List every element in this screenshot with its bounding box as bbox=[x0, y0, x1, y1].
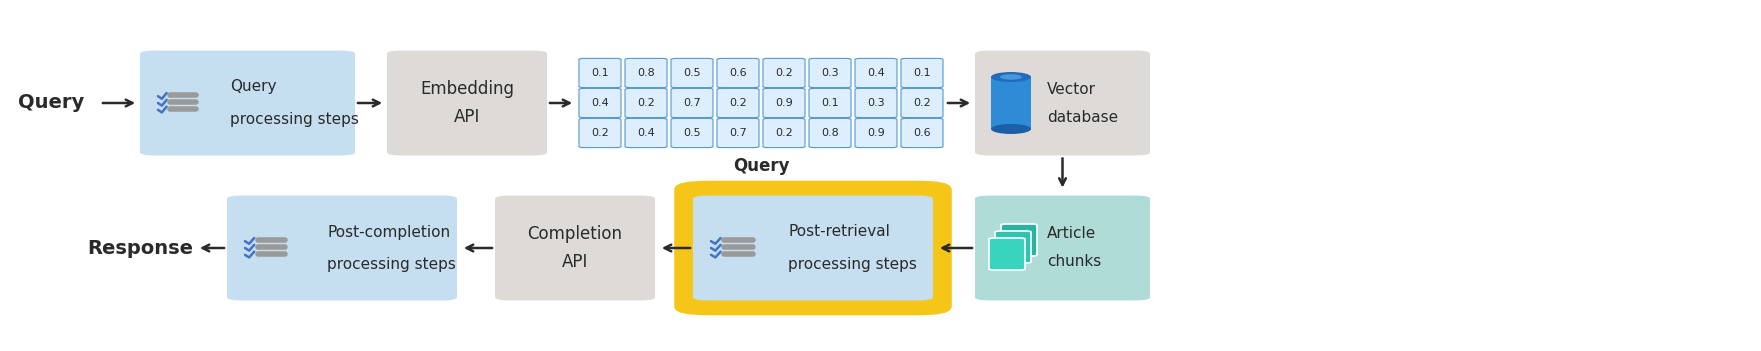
FancyBboxPatch shape bbox=[976, 51, 1150, 155]
Text: 0.1: 0.1 bbox=[914, 68, 932, 78]
FancyBboxPatch shape bbox=[990, 238, 1025, 270]
FancyBboxPatch shape bbox=[671, 58, 713, 88]
FancyBboxPatch shape bbox=[387, 51, 548, 155]
FancyBboxPatch shape bbox=[676, 184, 949, 312]
Ellipse shape bbox=[991, 124, 1030, 134]
Text: processing steps: processing steps bbox=[328, 257, 456, 272]
FancyBboxPatch shape bbox=[808, 118, 851, 148]
FancyBboxPatch shape bbox=[856, 88, 896, 118]
Text: Query: Query bbox=[231, 79, 276, 94]
FancyBboxPatch shape bbox=[856, 58, 896, 88]
Text: 0.7: 0.7 bbox=[729, 128, 747, 138]
FancyBboxPatch shape bbox=[763, 88, 805, 118]
Text: 0.2: 0.2 bbox=[775, 128, 792, 138]
FancyBboxPatch shape bbox=[976, 196, 1150, 300]
FancyBboxPatch shape bbox=[856, 118, 896, 148]
Text: 0.5: 0.5 bbox=[683, 68, 701, 78]
Text: Query: Query bbox=[733, 157, 789, 175]
Text: 0.4: 0.4 bbox=[592, 98, 609, 108]
Text: 0.8: 0.8 bbox=[821, 128, 838, 138]
Text: 0.3: 0.3 bbox=[866, 98, 884, 108]
FancyBboxPatch shape bbox=[625, 58, 667, 88]
FancyBboxPatch shape bbox=[579, 118, 622, 148]
Text: 0.8: 0.8 bbox=[637, 68, 655, 78]
Text: 0.2: 0.2 bbox=[592, 128, 609, 138]
Text: 0.2: 0.2 bbox=[775, 68, 792, 78]
FancyBboxPatch shape bbox=[227, 196, 458, 300]
Text: 0.6: 0.6 bbox=[729, 68, 747, 78]
Text: Embedding: Embedding bbox=[421, 80, 514, 98]
FancyBboxPatch shape bbox=[763, 58, 805, 88]
Text: 0.9: 0.9 bbox=[866, 128, 884, 138]
FancyBboxPatch shape bbox=[625, 118, 667, 148]
FancyBboxPatch shape bbox=[671, 88, 713, 118]
Text: API: API bbox=[562, 253, 588, 271]
FancyBboxPatch shape bbox=[717, 88, 759, 118]
FancyBboxPatch shape bbox=[808, 58, 851, 88]
FancyBboxPatch shape bbox=[995, 231, 1030, 263]
FancyBboxPatch shape bbox=[902, 88, 942, 118]
Text: 0.2: 0.2 bbox=[637, 98, 655, 108]
Text: processing steps: processing steps bbox=[787, 257, 917, 272]
Text: 0.4: 0.4 bbox=[637, 128, 655, 138]
FancyBboxPatch shape bbox=[902, 118, 942, 148]
Text: 0.9: 0.9 bbox=[775, 98, 792, 108]
Text: processing steps: processing steps bbox=[231, 112, 359, 126]
Text: database: database bbox=[1048, 110, 1118, 125]
Text: 0.2: 0.2 bbox=[729, 98, 747, 108]
Text: 0.4: 0.4 bbox=[866, 68, 884, 78]
FancyBboxPatch shape bbox=[694, 196, 933, 300]
Text: Article: Article bbox=[1048, 226, 1097, 241]
FancyBboxPatch shape bbox=[625, 88, 667, 118]
FancyBboxPatch shape bbox=[671, 118, 713, 148]
Text: 0.1: 0.1 bbox=[592, 68, 609, 78]
Text: Post-retrieval: Post-retrieval bbox=[787, 225, 889, 239]
FancyBboxPatch shape bbox=[763, 118, 805, 148]
Text: API: API bbox=[454, 108, 481, 126]
Text: Vector: Vector bbox=[1048, 81, 1095, 97]
Text: chunks: chunks bbox=[1048, 254, 1101, 270]
FancyBboxPatch shape bbox=[579, 58, 622, 88]
FancyBboxPatch shape bbox=[902, 58, 942, 88]
Text: 0.5: 0.5 bbox=[683, 128, 701, 138]
Text: 0.6: 0.6 bbox=[914, 128, 932, 138]
Ellipse shape bbox=[991, 72, 1030, 82]
Text: 0.2: 0.2 bbox=[914, 98, 932, 108]
Bar bbox=[991, 77, 1030, 129]
Ellipse shape bbox=[1000, 74, 1021, 80]
Text: Post-completion: Post-completion bbox=[328, 225, 451, 239]
Text: Response: Response bbox=[86, 238, 194, 258]
FancyBboxPatch shape bbox=[717, 58, 759, 88]
FancyBboxPatch shape bbox=[579, 88, 622, 118]
Text: 0.3: 0.3 bbox=[821, 68, 838, 78]
FancyBboxPatch shape bbox=[495, 196, 655, 300]
FancyBboxPatch shape bbox=[1000, 224, 1037, 256]
Text: 0.1: 0.1 bbox=[821, 98, 838, 108]
FancyBboxPatch shape bbox=[808, 88, 851, 118]
FancyBboxPatch shape bbox=[717, 118, 759, 148]
Text: 0.7: 0.7 bbox=[683, 98, 701, 108]
Text: Query: Query bbox=[18, 93, 85, 113]
FancyBboxPatch shape bbox=[141, 51, 356, 155]
Text: Completion: Completion bbox=[528, 225, 622, 243]
